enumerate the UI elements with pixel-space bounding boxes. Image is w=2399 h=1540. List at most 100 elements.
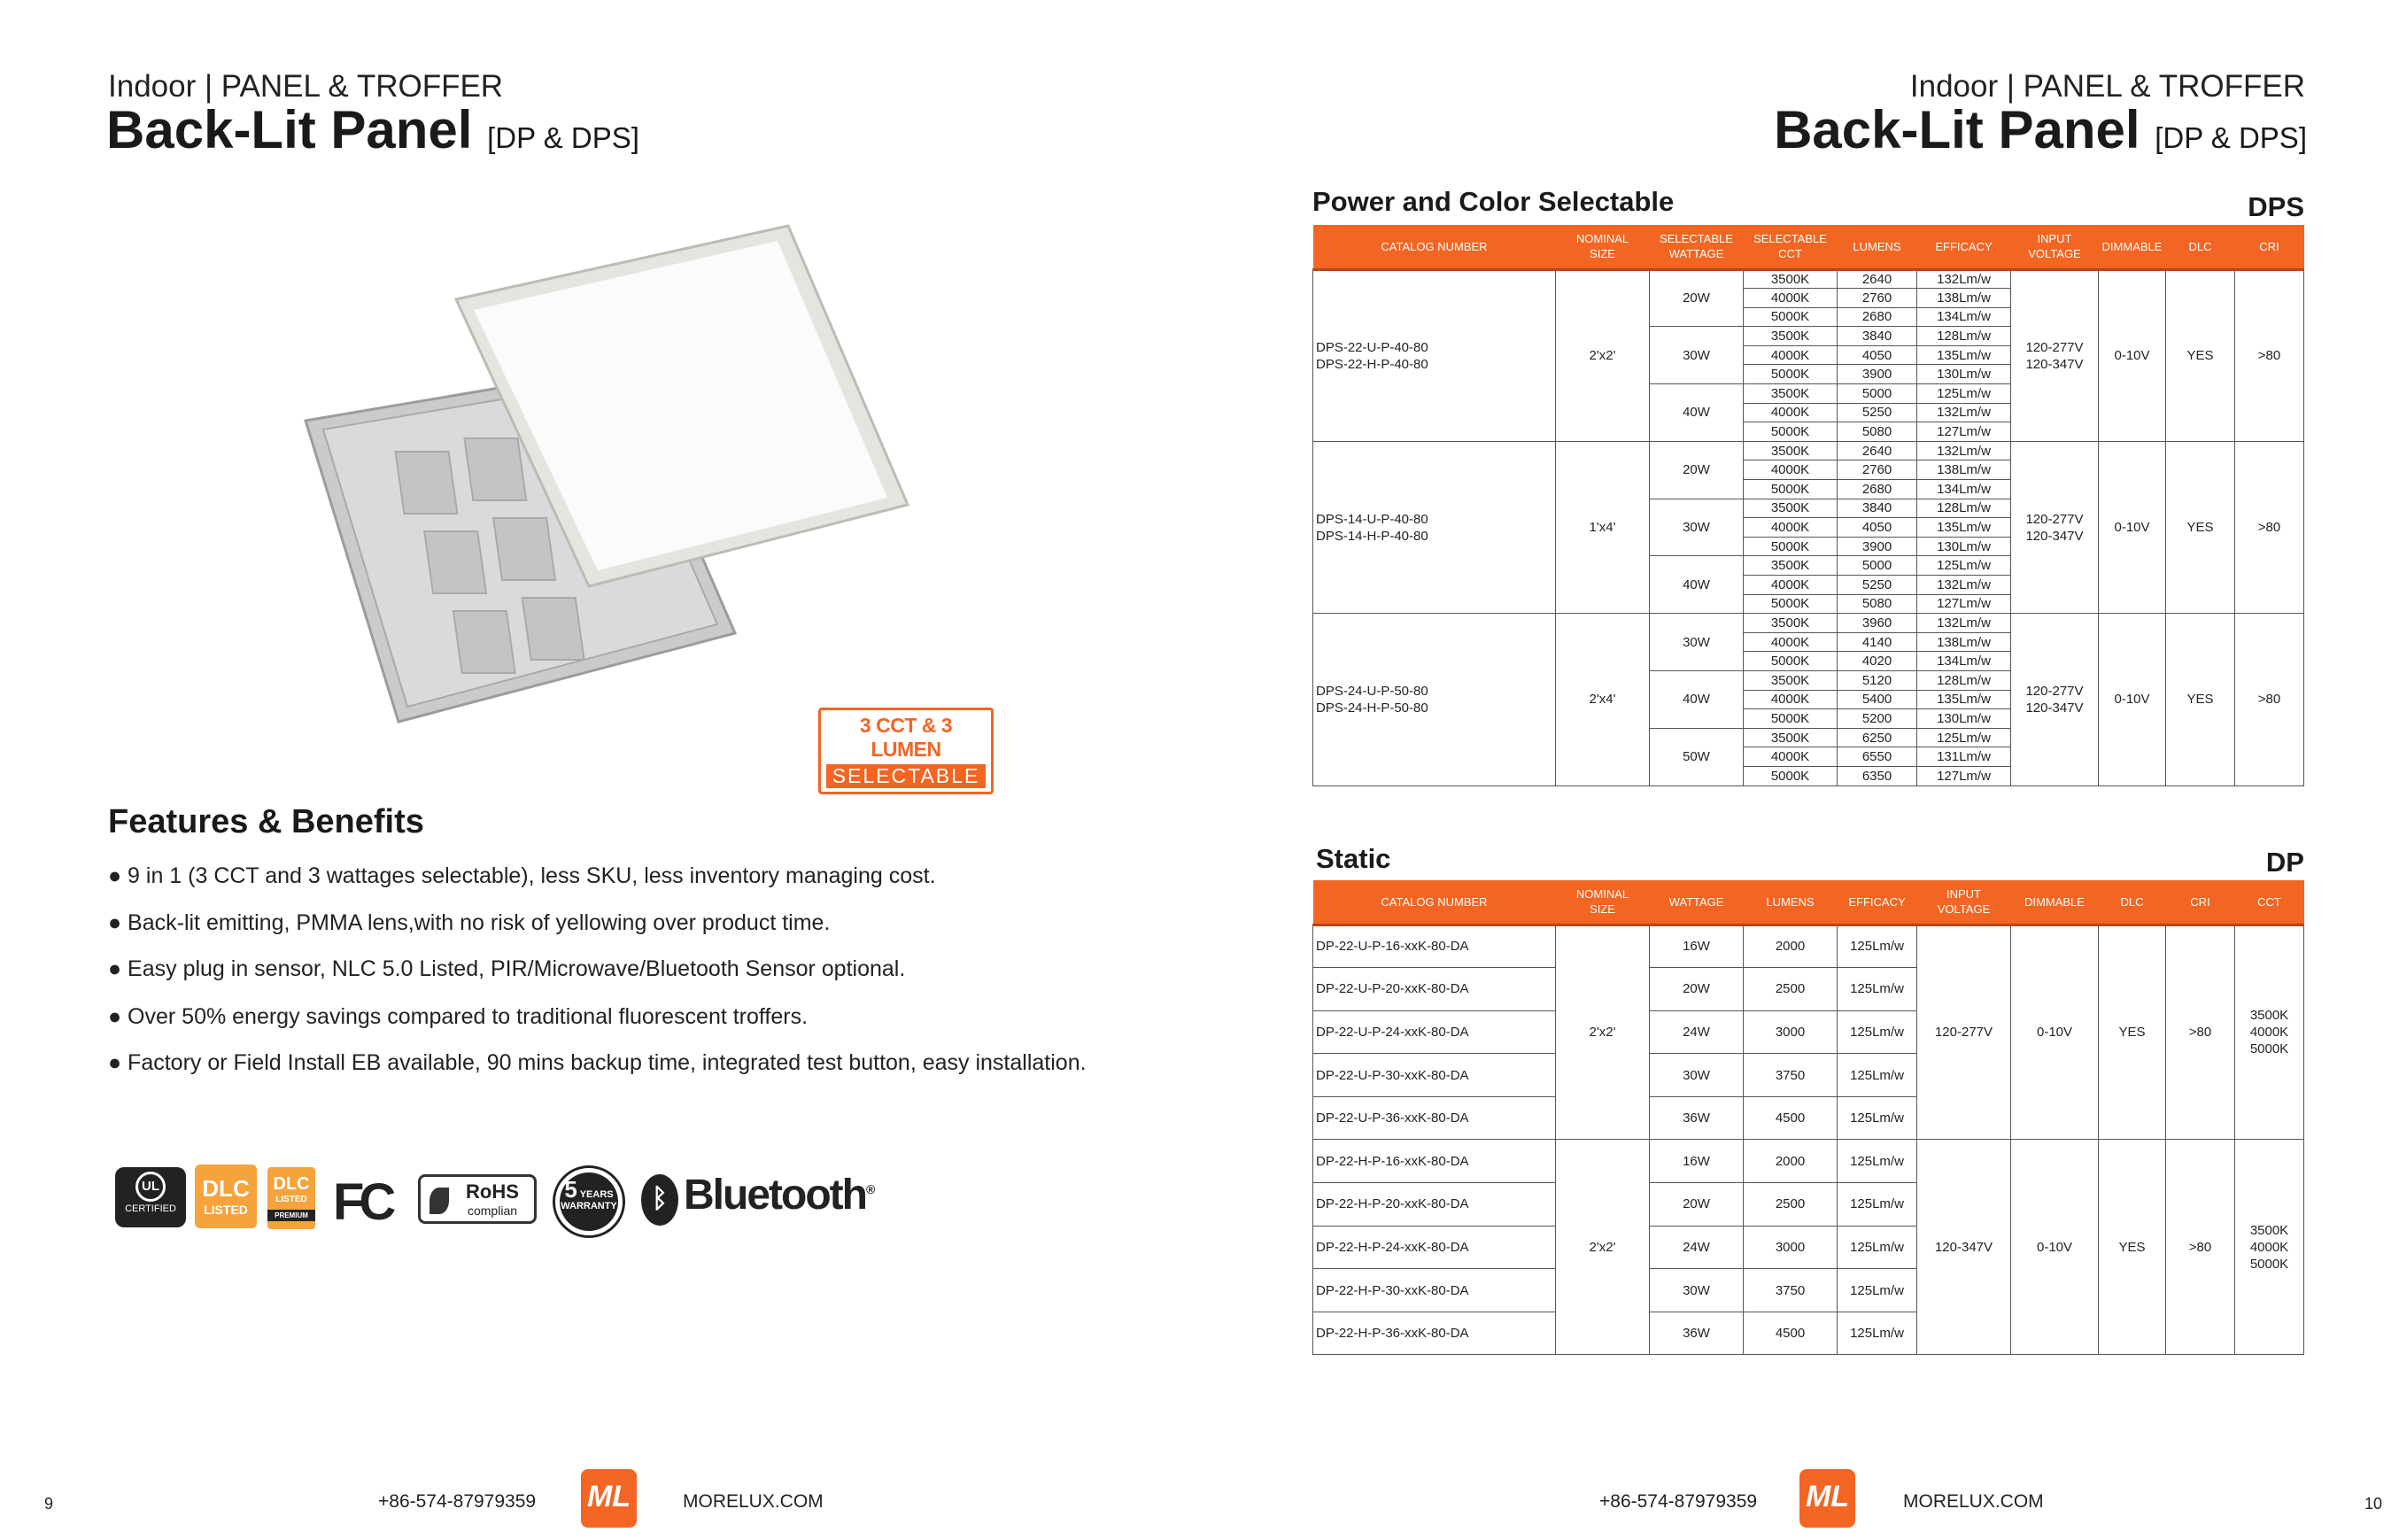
dps-spec-table: CATALOG NUMBER NOMINAL SIZE SELECTABLE WATTA… — [1312, 225, 2304, 786]
wattage: 30W — [1649, 1053, 1744, 1097]
right-subtitle: Indoor | PANEL & TROFFER — [1909, 69, 2305, 104]
efficacy: 125Lm/w — [1837, 1311, 1917, 1356]
table-row: 4000K 5250 132Lm/w — [1313, 402, 2304, 423]
phone: +86-574-87979359 — [1599, 1491, 1758, 1512]
lumens: 3900 — [1837, 536, 1917, 557]
efficacy: 128Lm/w — [1916, 326, 2011, 346]
catalog-number: DP-22-U-P-24-xxK-80-DA — [1312, 1010, 1556, 1055]
table-row: 4000K 2760 138Lm/w — [1313, 288, 2304, 308]
wattage: 20W — [1649, 1182, 1744, 1227]
table-row: 5000K 3900 130Lm/w — [1313, 536, 2304, 557]
cct: 3500K — [1743, 498, 1838, 519]
left-subtitle: Indoor | PANEL & TROFFER — [108, 69, 504, 104]
lumens: 5250 — [1837, 402, 1917, 423]
lumens: 5200 — [1837, 708, 1917, 729]
column-header: CRI — [2234, 225, 2304, 271]
efficacy: 131Lm/w — [1916, 747, 2011, 767]
dp-code: DP — [2265, 847, 2304, 878]
selectable-badge: 3 CCT & 3 LUMEN SELECTABLE — [818, 708, 994, 794]
catalog-number: DP-22-U-P-20-xxK-80-DA — [1312, 967, 1556, 1011]
nominal-size: 2'x4' — [1555, 613, 1650, 786]
feature-item: ● Back-lit emitting, PMMA lens,with no r… — [108, 910, 831, 935]
dimmable: 0-10V — [2098, 268, 2166, 442]
column-header: CRI — [2165, 880, 2235, 926]
bluetooth-icon: ᛒ — [641, 1174, 678, 1226]
warranty-logo: 5 YEARS WARRANTY — [553, 1165, 625, 1238]
table-row: DPS-24-U-P-50-80 DPS-24-H-P-50-80 2'x4' 30W… — [1312, 613, 2304, 786]
dlc: YES — [2098, 1139, 2166, 1356]
cct: 4000K — [1743, 575, 1838, 595]
cct: 5000K — [1743, 422, 1838, 442]
cct: 5000K — [1743, 593, 1838, 615]
badge-line2: SELECTABLE — [826, 764, 986, 788]
catalog-number: DPS-14-U-P-40-80 DPS-14-H-P-40-80 — [1312, 440, 1556, 615]
bluetooth-logo: Bluetooth® — [684, 1172, 875, 1219]
lumens: 4500 — [1743, 1311, 1838, 1356]
cri: >80 — [2234, 613, 2304, 786]
dp-spec-table: CATALOG NUMBER NOMINAL SIZE WATTAGE LUMENS EF… — [1312, 880, 2304, 1356]
phone: +86-574-87979359 — [378, 1491, 537, 1512]
catalog-number: DP-22-H-P-24-xxK-80-DA — [1312, 1225, 1556, 1270]
efficacy: 125Lm/w — [1837, 1010, 1917, 1055]
lumens: 6350 — [1837, 765, 1917, 786]
cct: 4000K — [1743, 517, 1838, 538]
lumens: 5250 — [1837, 575, 1917, 595]
cct: 3500K — [1743, 727, 1838, 748]
efficacy: 125Lm/w — [1837, 1053, 1917, 1097]
dlc-premium-logo: DLC LISTED PREMIUM — [267, 1167, 315, 1229]
wattage: 16W — [1649, 924, 1744, 969]
efficacy: 125Lm/w — [1837, 924, 1917, 969]
cct: 3500K — [1743, 440, 1838, 461]
column-header: DIMMABLE — [2098, 225, 2166, 271]
lumens: 3750 — [1743, 1053, 1838, 1097]
table-row: 4000K 4050 135Lm/w — [1313, 517, 2304, 538]
lumens: 2760 — [1837, 460, 1917, 481]
table-row: 4000K 4140 138Lm/w — [1313, 631, 2304, 653]
lumens: 2000 — [1743, 924, 1838, 969]
table-row: DPS-22-U-P-40-80 DPS-22-H-P-40-80 2'x2' 20W… — [1312, 268, 2304, 442]
cct: 5000K — [1743, 536, 1838, 557]
dps-code: DPS — [2248, 191, 2304, 222]
efficacy: 134Lm/w — [1916, 479, 2011, 499]
efficacy: 132Lm/w — [1916, 575, 2011, 595]
cct: 4000K — [1743, 747, 1838, 767]
lumens: 2500 — [1743, 967, 1838, 1011]
table-row: 4000K 4050 135Lm/w — [1313, 344, 2304, 366]
efficacy: 128Lm/w — [1916, 498, 2011, 519]
efficacy: 132Lm/w — [1916, 402, 2011, 423]
lumens: 2500 — [1743, 1182, 1838, 1227]
table-row: DP-22-H-P-30-xxK-80-DA 30W 3750 125Lm/w — [1312, 1268, 2304, 1312]
wattage: 24W — [1649, 1225, 1744, 1270]
catalog-number: DP-22-U-P-16-xxK-80-DA — [1312, 924, 1556, 969]
efficacy: 128Lm/w — [1916, 669, 2011, 691]
wattage: 40W — [1649, 669, 1744, 729]
dimmable: 0-10V — [2098, 613, 2166, 786]
efficacy: 130Lm/w — [1916, 364, 2011, 385]
cri: >80 — [2234, 268, 2304, 442]
lumens: 2000 — [1743, 1139, 1838, 1184]
nominal-size: 2'x2' — [1555, 268, 1650, 442]
wattage: 24W — [1649, 1010, 1744, 1055]
left-title: Back-Lit Panel [DP & DPS] — [106, 99, 639, 160]
efficacy: 134Lm/w — [1916, 306, 2011, 328]
rohs-logo: RoHS complian — [418, 1174, 537, 1224]
lumens: 3900 — [1837, 364, 1917, 385]
cct: 4000K — [1743, 344, 1838, 366]
lumens: 2640 — [1837, 268, 1917, 290]
lumens: 3840 — [1837, 498, 1917, 519]
cct: 4000K — [1743, 402, 1838, 423]
column-header: DIMMABLE — [2010, 880, 2099, 926]
lumens: 5000 — [1837, 555, 1917, 576]
lumens: 4050 — [1837, 344, 1917, 366]
lumens: 5120 — [1837, 669, 1917, 691]
efficacy: 127Lm/w — [1916, 422, 2011, 442]
lumens: 3960 — [1837, 613, 1917, 633]
dimmable: 0-10V — [2010, 1139, 2099, 1356]
efficacy: 125Lm/w — [1916, 383, 2011, 404]
table-row: DP-22-H-P-20-xxK-80-DA 20W 2500 125Lm/w — [1312, 1182, 2304, 1227]
feature-item: ● Easy plug in sensor, NLC 5.0 Listed, P… — [108, 956, 906, 981]
table-row: 5000K 6350 127Lm/w — [1313, 765, 2304, 786]
cct: 3500K 4000K 5000K — [2234, 924, 2304, 1141]
wattage: 50W — [1649, 727, 1744, 786]
lumens: 3840 — [1837, 326, 1917, 346]
